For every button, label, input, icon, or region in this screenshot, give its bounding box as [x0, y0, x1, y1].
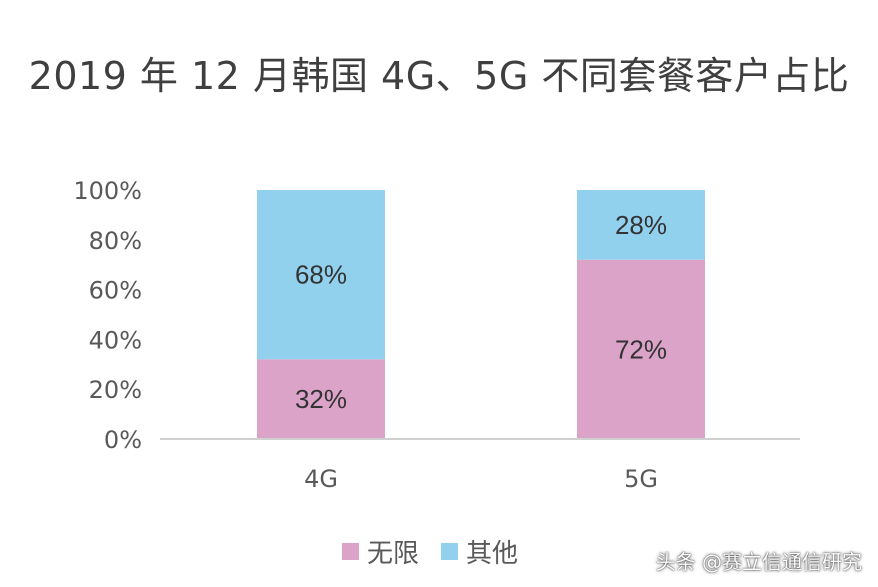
- y-tick-label: 40%: [89, 326, 142, 354]
- legend-label-unlimited: 无限: [367, 539, 420, 569]
- y-tick-label: 60%: [89, 277, 142, 305]
- y-tick-label: 20%: [89, 376, 142, 404]
- chart-title: 2019 年 12 月韩国 4G、5G 不同套餐客户占比: [28, 54, 850, 98]
- data-label: 72%: [615, 334, 667, 364]
- x-tick-label: 4G: [304, 465, 338, 493]
- data-label: 32%: [295, 384, 347, 414]
- bar-segment: [257, 190, 385, 360]
- bar-segment: [577, 190, 705, 260]
- legend-label-other: 其他: [466, 539, 519, 569]
- data-label: 28%: [615, 210, 667, 240]
- y-tick-label: 100%: [73, 177, 142, 205]
- chart-legend: 无限 其他: [342, 533, 540, 570]
- legend-item-other: 其他: [441, 533, 518, 570]
- legend-swatch-other: [441, 543, 459, 560]
- y-tick-label: 80%: [89, 227, 142, 255]
- y-tick-label: 0%: [104, 426, 142, 454]
- legend-item-unlimited: 无限: [342, 533, 419, 570]
- data-label: 68%: [295, 260, 347, 290]
- bar-segment: [577, 259, 705, 439]
- bar-segment: [257, 359, 385, 439]
- watermark-text: 头条 @赛立信通信研究: [655, 550, 862, 574]
- x-tick-label: 5G: [624, 465, 658, 493]
- legend-swatch-unlimited: [342, 543, 359, 560]
